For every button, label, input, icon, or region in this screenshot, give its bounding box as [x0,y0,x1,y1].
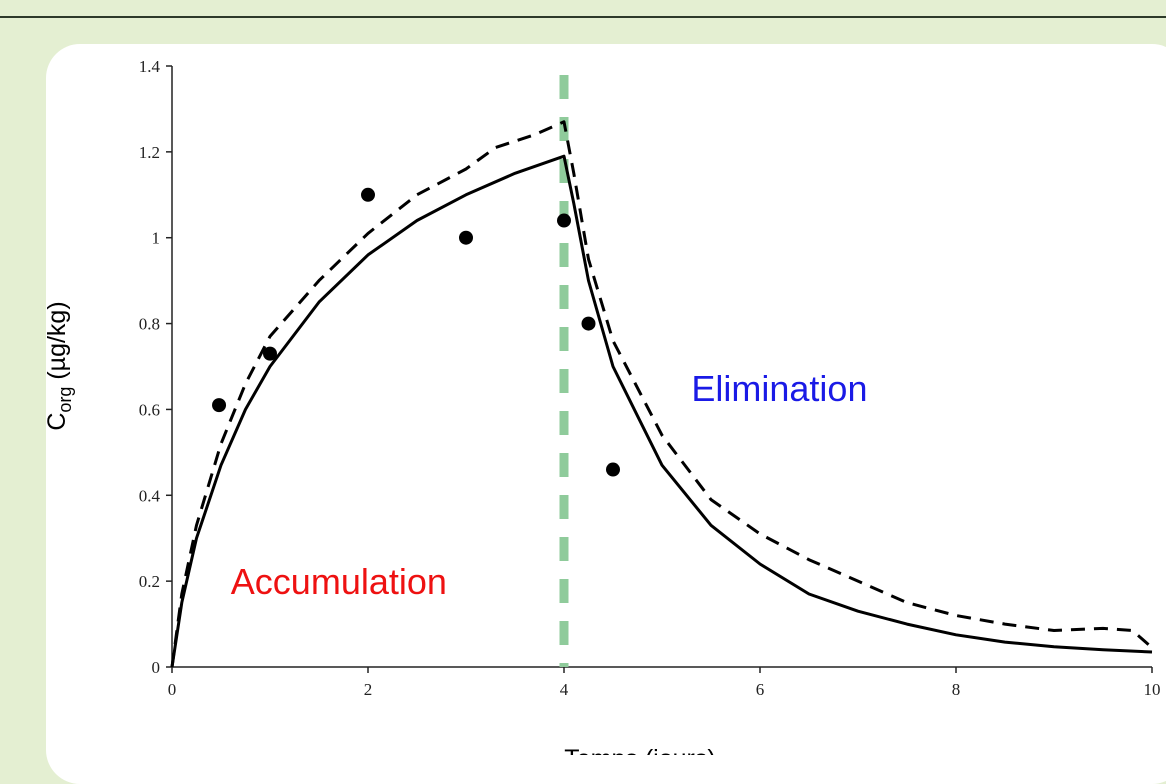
data-point [459,230,473,245]
y-tick-label: 0.2 [139,572,160,591]
y-tick-label: 0.4 [139,486,161,505]
data-point [581,316,596,331]
y-tick-label: 1 [152,229,161,248]
series-layer [170,120,1153,668]
x-tick-label: 0 [168,680,177,699]
data-point [263,346,277,361]
annotation-layer: Accumulation Elimination [231,368,868,602]
x-tick-label: 4 [560,680,569,699]
y-axis-label-main: C [43,413,71,431]
x-tick-label: 2 [364,680,373,699]
dashed-series-line [170,120,1153,668]
y-tick-label: 1.4 [139,57,161,76]
top-divider [0,16,1166,18]
data-point [212,398,227,413]
x-axis-label: Temps (jours) [564,745,715,755]
y-axis-label-sub: org [55,387,75,413]
annotation-label: Elimination [691,368,867,409]
data-point [606,462,620,477]
data-point [361,187,375,202]
x-tick-label: 10 [1144,680,1161,699]
chart: 0 2 4 6 8 10 0 0.2 0.4 0.6 0.8 1 1.2 1.4 Accumulation… [43,57,1161,755]
y-tick-label: 0 [152,658,161,677]
y-tick-label: 0.6 [139,400,160,419]
y-tick-label: 1.2 [139,143,160,162]
y-tick-label: 0.8 [139,315,160,334]
axes: 0 2 4 6 8 10 0 0.2 0.4 0.6 0.8 1 1.2 1.4 [139,57,1161,699]
x-tick-label: 8 [952,680,961,699]
data-point [557,213,571,228]
y-axis-label-unit: (µg/kg) [43,301,71,386]
solid-series-line [170,154,1153,668]
y-axis-label: Corg (µg/kg) [43,301,75,430]
annotation-label: Accumulation [231,561,447,602]
x-tick-label: 6 [756,680,765,699]
